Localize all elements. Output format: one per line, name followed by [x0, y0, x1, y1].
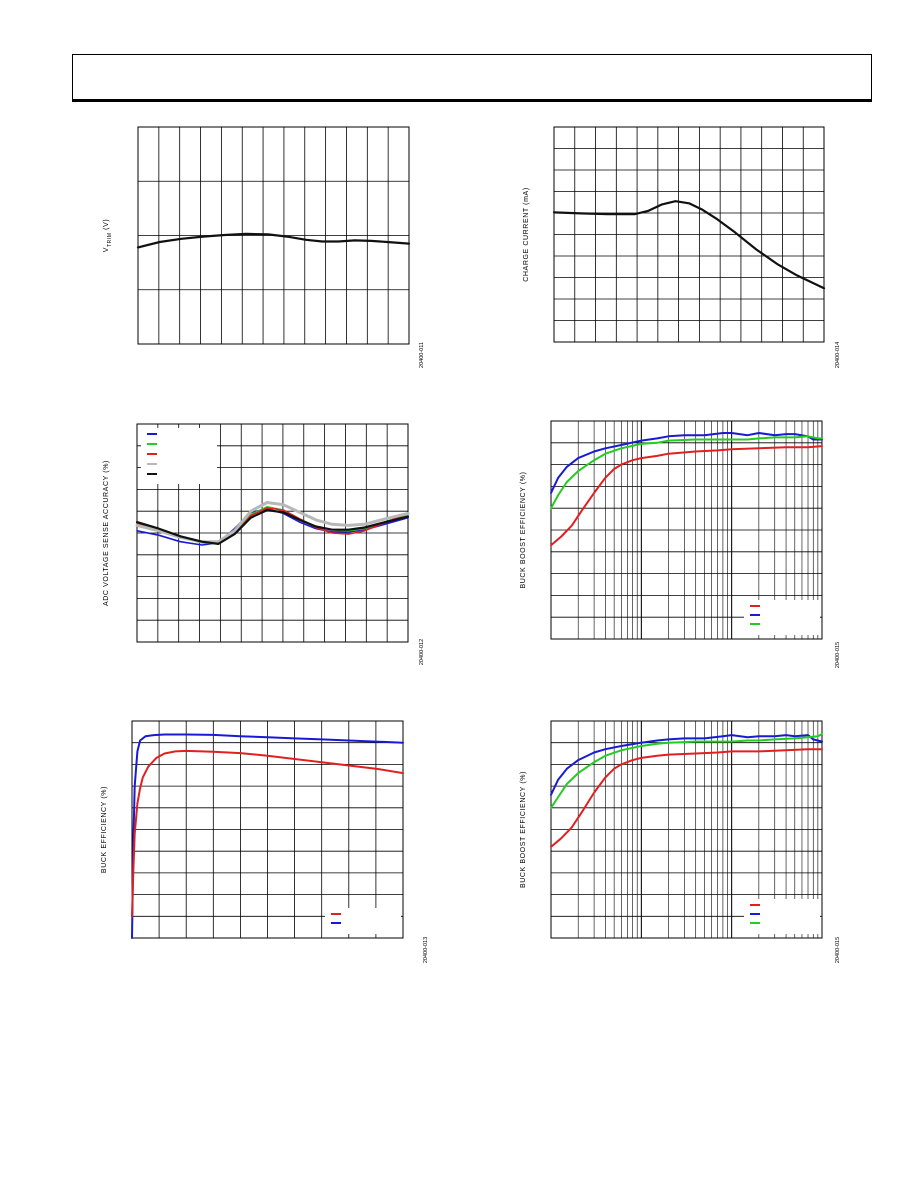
- legend-box: [325, 908, 401, 934]
- y-axis-label-main: BUCK BOOST EFFICIENCY (%): [520, 471, 527, 588]
- chart-charge-current: CHARGE CURRENT (mA) 20400-014: [523, 126, 841, 368]
- legend-box: [141, 428, 217, 484]
- series-line: [131, 733, 404, 939]
- page-header-frame: [72, 54, 872, 102]
- figure-id: 20400-012: [419, 639, 425, 665]
- series-line: [550, 733, 823, 809]
- series-line: [552, 200, 826, 290]
- figure-id: 20400-015: [835, 937, 841, 963]
- chart-adc-accuracy: ADC VOLTAGE SENSE ACCURACY (%) 20400-012: [103, 423, 425, 665]
- y-axis-label-main: V: [103, 247, 110, 252]
- figure-id: 20400-015: [835, 642, 841, 668]
- y-axis-label: VTRIM (V): [103, 219, 113, 253]
- y-axis-label: BUCK BOOST EFFICIENCY (%): [520, 771, 527, 888]
- chart-buckboost-1: BUCK BOOST EFFICIENCY (%) 20400-015: [520, 420, 841, 668]
- y-axis-label: BUCK BOOST EFFICIENCY (%): [520, 471, 527, 588]
- series-line: [550, 432, 823, 494]
- chart-buck: BUCK EFFICIENCY (%) 20400-013: [101, 720, 429, 963]
- figure-id: 20400-013: [423, 937, 429, 963]
- series-line: [550, 748, 823, 848]
- y-axis-label-main: BUCK EFFICIENCY (%): [101, 786, 108, 873]
- y-axis-label-tail: (V): [103, 219, 110, 233]
- y-axis-label-sub: TRIM: [107, 232, 113, 247]
- series-line: [550, 734, 823, 796]
- chart-buckboost-2: BUCK BOOST EFFICIENCY (%) 20400-015: [520, 720, 841, 963]
- series-line: [135, 509, 410, 545]
- series-line: [550, 445, 823, 547]
- series-line: [131, 749, 404, 918]
- series-line: [550, 435, 823, 510]
- series-line: [136, 232, 411, 249]
- y-axis-label: BUCK EFFICIENCY (%): [101, 786, 108, 873]
- chart-vtrim: VTRIM (V) 20400-011: [103, 126, 425, 368]
- figure-id: 20400-014: [835, 342, 841, 368]
- y-axis-label-main: CHARGE CURRENT (mA): [523, 187, 530, 282]
- y-axis-label-main: ADC VOLTAGE SENSE ACCURACY (%): [103, 460, 110, 606]
- y-axis-label: ADC VOLTAGE SENSE ACCURACY (%): [103, 460, 110, 606]
- y-axis-label-main: BUCK BOOST EFFICIENCY (%): [520, 771, 527, 888]
- figure-id: 20400-011: [419, 342, 425, 368]
- y-axis-label: CHARGE CURRENT (mA): [523, 187, 530, 282]
